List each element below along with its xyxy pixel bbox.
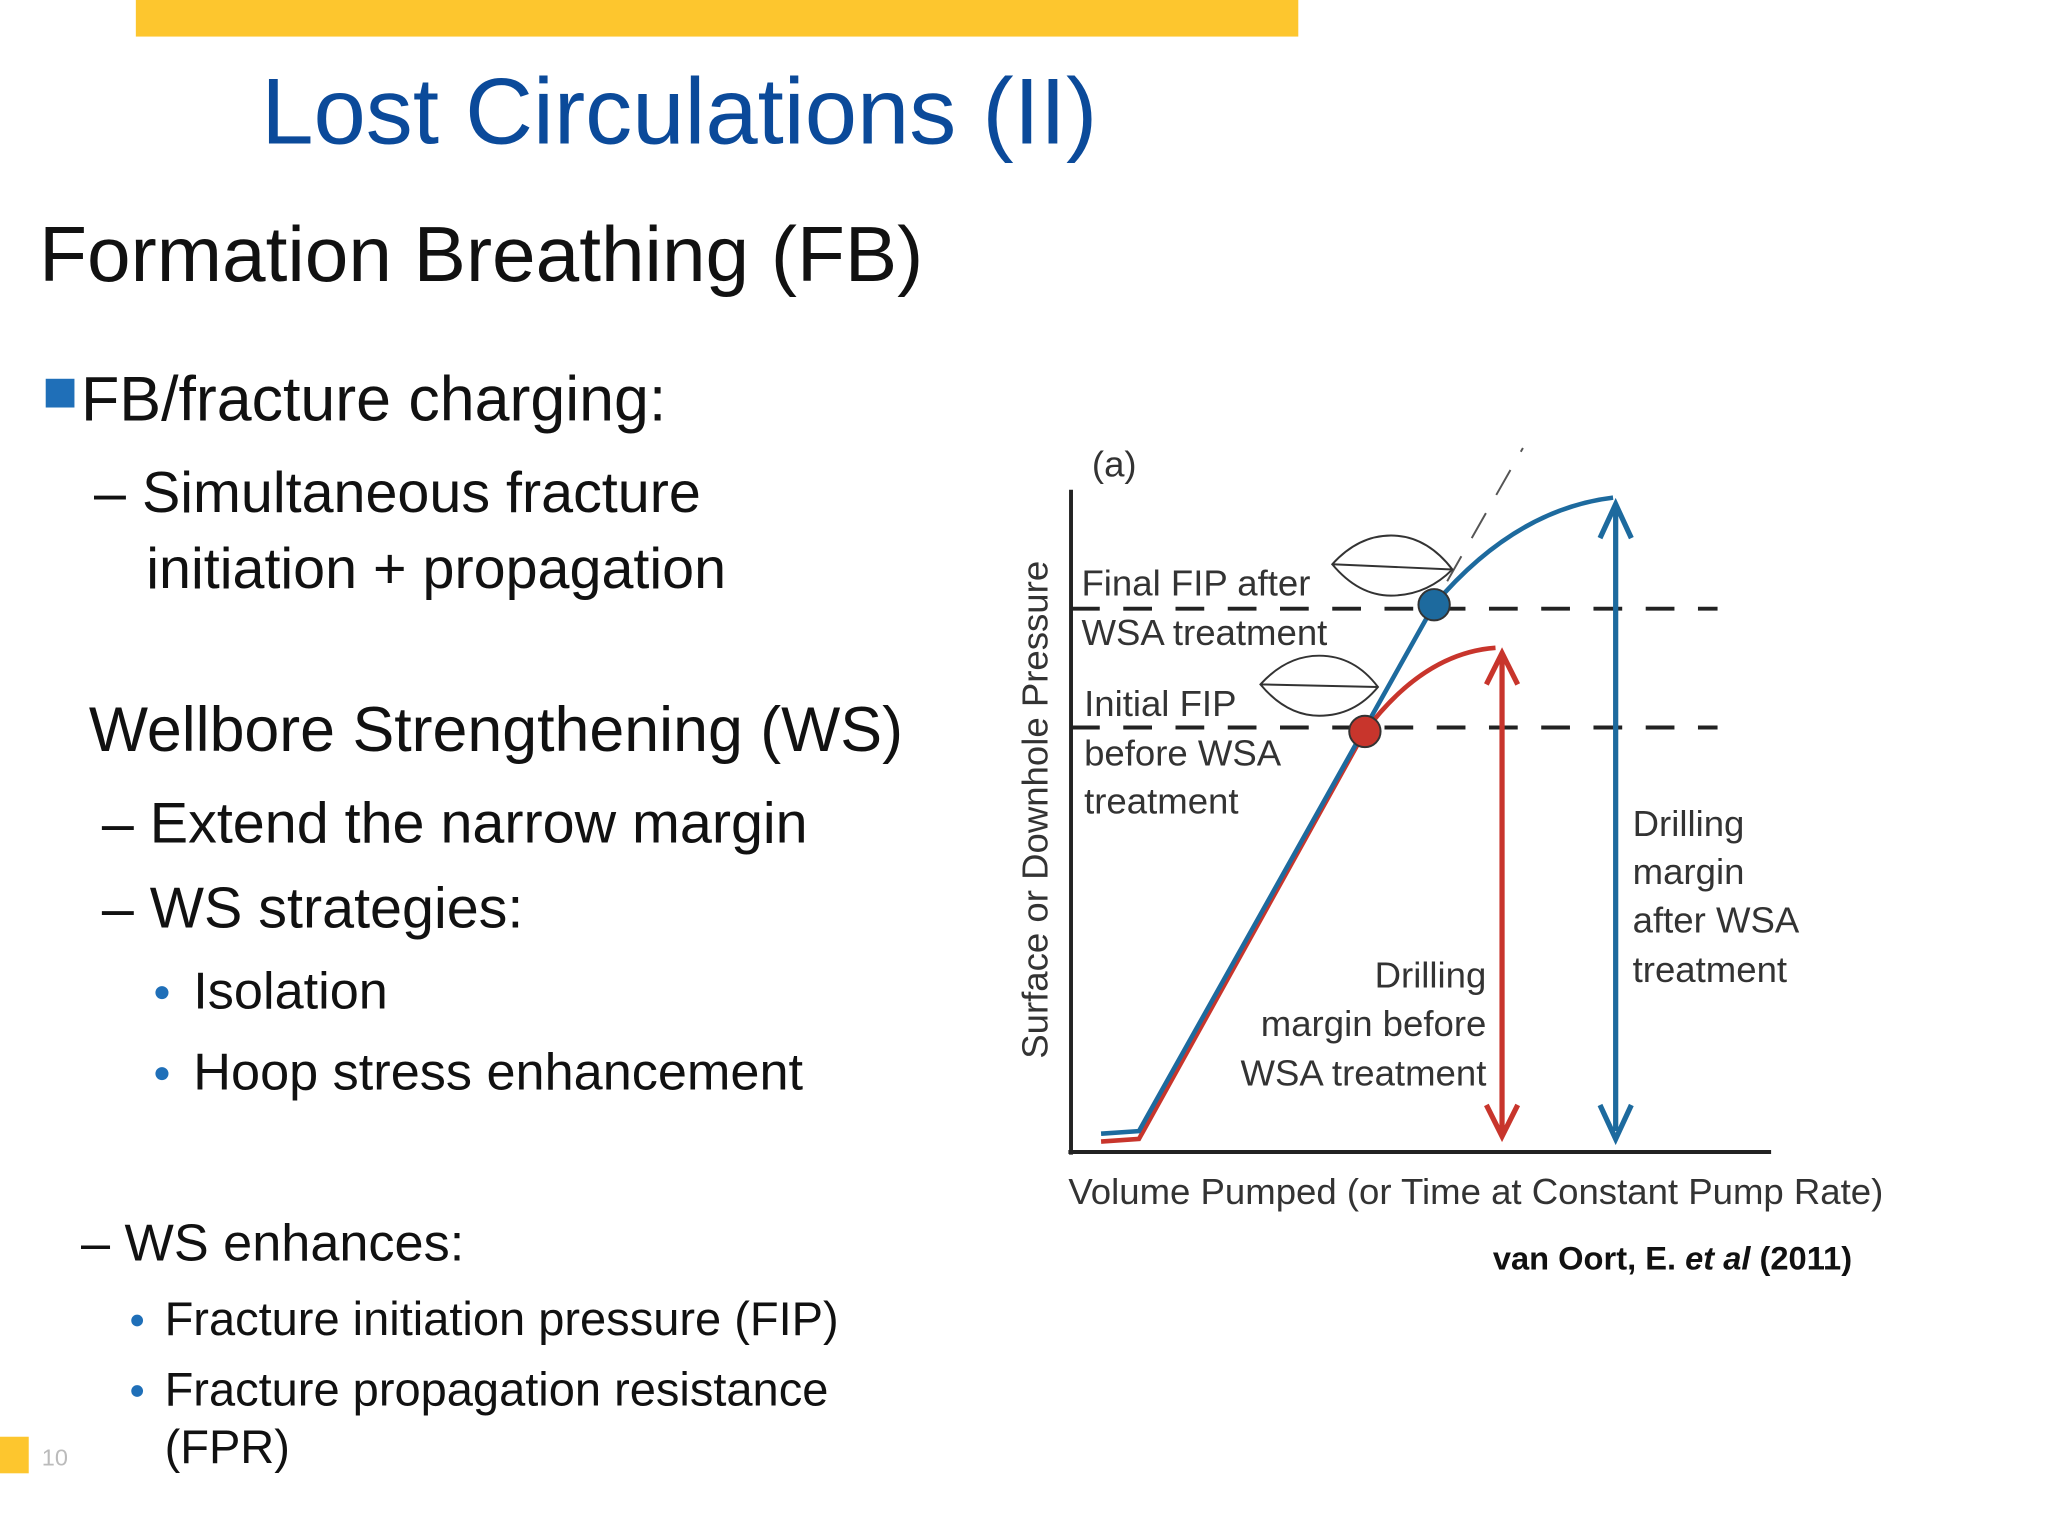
annotation: Drilling: [1633, 803, 1745, 844]
bullet: FB/fracture charging:: [81, 365, 666, 435]
callout: [1259, 654, 1380, 717]
list-item: Isolation: [193, 962, 388, 1020]
annotation: treatment: [1633, 949, 1787, 990]
extrapolation: [1446, 447, 1524, 582]
callout: [1330, 534, 1454, 597]
heading: Wellbore Strengthening (WS): [89, 695, 903, 765]
bullet-dot: [131, 1314, 144, 1327]
annotation: Drilling: [1375, 954, 1487, 995]
annotation: Initial FIP: [1084, 683, 1236, 724]
slide-title: Lost Circulations (II): [261, 59, 1097, 164]
figure: (a) Surface or Downhole Pressure Volume …: [1015, 444, 1884, 1277]
annotation: WSA treatment: [1081, 612, 1327, 653]
sub-bullet: – WS strategies:: [102, 876, 523, 940]
initial-fip-point: [1348, 714, 1382, 749]
sub-bullet: – Simultaneous fracture: [94, 461, 701, 525]
bullet-dot: [131, 1385, 144, 1397]
panel-label: (a): [1092, 444, 1137, 485]
list-item: Fracture propagation resistance: [165, 1362, 829, 1415]
annotation: before WSA: [1084, 732, 1282, 773]
annotation: margin: [1633, 851, 1745, 892]
citation: van Oort, E. et al (2011): [1493, 1240, 1852, 1277]
sub-bullet: – WS enhances:: [81, 1214, 464, 1272]
x-axis-label: Volume Pumped (or Time at Constant Pump …: [1068, 1171, 1883, 1212]
annotation: margin before: [1261, 1003, 1487, 1044]
y-axis-label: Surface or Downhole Pressure: [1015, 561, 1056, 1059]
sub-bullet: initiation + propagation: [146, 537, 726, 601]
annotation: treatment: [1084, 781, 1238, 822]
list-item: Fracture initiation pressure (FIP): [165, 1292, 839, 1345]
page-number: 10: [42, 1444, 68, 1470]
annotation: after WSA: [1633, 900, 1800, 941]
list-item: (FPR): [165, 1420, 290, 1473]
red-arrow: [1484, 647, 1521, 1143]
citation-year: (2011): [1750, 1240, 1852, 1277]
heading: Formation Breathing (FB): [39, 210, 923, 298]
bullet-dot: [155, 1067, 169, 1081]
bullet-dot: [155, 986, 169, 1000]
citation-author: van Oort, E.: [1493, 1240, 1685, 1277]
annotation: Final FIP after: [1081, 563, 1310, 604]
top-bar: [135, 0, 1299, 37]
list-item: Hoop stress enhancement: [193, 1043, 803, 1101]
blue-arrow: [1597, 497, 1634, 1146]
annotation: WSA treatment: [1240, 1052, 1486, 1093]
bullet-square: [45, 378, 75, 408]
citation-etal: et al: [1685, 1240, 1751, 1277]
final-fip-point: [1417, 588, 1451, 622]
page-marker: [0, 1436, 29, 1474]
sub-bullet: – Extend the narrow margin: [102, 791, 808, 855]
